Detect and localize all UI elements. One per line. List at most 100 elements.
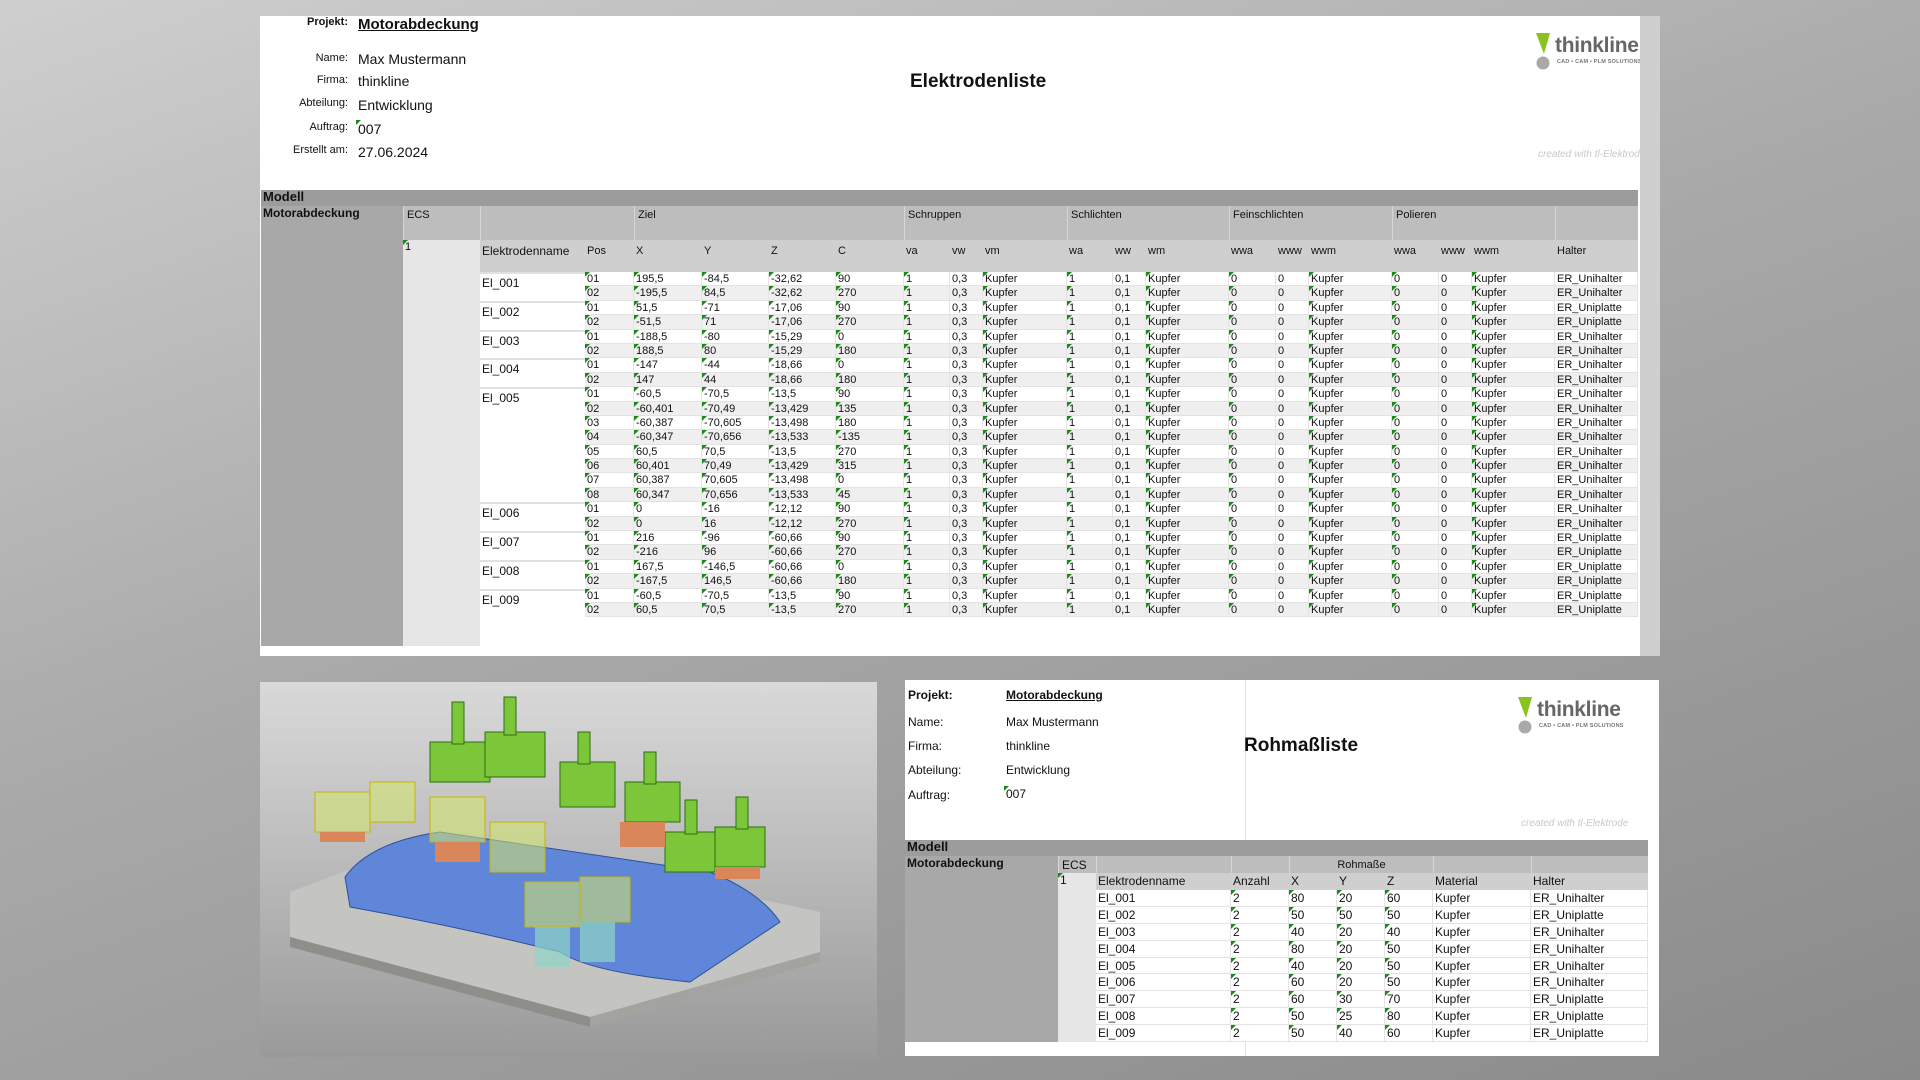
- table-cell[interactable]: Kupfer: [1309, 286, 1392, 301]
- table-cell[interactable]: Kupfer: [983, 559, 1067, 575]
- table-cell[interactable]: 0: [1439, 358, 1472, 373]
- table-cell[interactable]: 0: [1276, 372, 1309, 388]
- table-cell[interactable]: 0: [1439, 286, 1472, 301]
- table-cell[interactable]: ER_Unihalter: [1531, 940, 1648, 958]
- table-cell[interactable]: 0: [1439, 387, 1472, 402]
- table-cell[interactable]: 1: [1067, 343, 1113, 359]
- electrode-name[interactable]: El_004: [1096, 940, 1231, 958]
- table-cell[interactable]: Kupfer: [1309, 473, 1392, 488]
- table-cell[interactable]: ER_Unihalter: [1555, 473, 1638, 488]
- table-cell[interactable]: 0: [1229, 602, 1276, 618]
- table-cell[interactable]: Kupfer: [983, 459, 1067, 474]
- table-cell[interactable]: Kupfer: [1472, 343, 1555, 359]
- table-cell[interactable]: ER_Uniplatte: [1531, 906, 1648, 924]
- table-cell[interactable]: Kupfer: [1309, 459, 1392, 474]
- table-cell[interactable]: 84,5: [702, 286, 769, 301]
- table-cell[interactable]: 0: [1439, 444, 1472, 460]
- table-cell[interactable]: 0,3: [950, 487, 983, 503]
- table-cell[interactable]: Kupfer: [983, 401, 1067, 416]
- table-cell[interactable]: -18,66: [769, 372, 836, 388]
- table-cell[interactable]: ER_Uniplatte: [1555, 588, 1638, 603]
- table-cell[interactable]: 0,1: [1113, 574, 1146, 589]
- table-cell[interactable]: 1: [904, 602, 950, 618]
- table-cell[interactable]: -188,5: [634, 329, 702, 344]
- table-cell[interactable]: 0: [1276, 531, 1309, 546]
- table-cell[interactable]: 0: [1276, 358, 1309, 373]
- table-cell[interactable]: Kupfer: [1309, 516, 1392, 532]
- table-cell[interactable]: ER_Unihalter: [1555, 272, 1638, 287]
- table-cell[interactable]: 2: [1231, 906, 1289, 924]
- table-cell[interactable]: 0: [1392, 588, 1439, 603]
- table-cell[interactable]: 2: [1231, 923, 1289, 941]
- table-cell[interactable]: 50: [1385, 940, 1433, 958]
- table-cell[interactable]: Kupfer: [1472, 401, 1555, 416]
- table-cell[interactable]: 0: [1229, 401, 1276, 416]
- table-cell[interactable]: 1: [1067, 401, 1113, 416]
- table-cell[interactable]: 1: [1067, 387, 1113, 402]
- table-cell[interactable]: 0: [1276, 315, 1309, 330]
- table-cell[interactable]: 180: [836, 415, 904, 431]
- electrode-name[interactable]: El_009: [1096, 1025, 1231, 1043]
- table-cell[interactable]: -13,5: [769, 387, 836, 402]
- table-cell[interactable]: 0,1: [1113, 286, 1146, 301]
- table-cell[interactable]: Kupfer: [1472, 444, 1555, 460]
- table-cell[interactable]: Kupfer: [1433, 1025, 1531, 1043]
- table-cell[interactable]: 180: [836, 372, 904, 388]
- table-cell[interactable]: 1: [1067, 574, 1113, 589]
- table-cell[interactable]: Kupfer: [1472, 358, 1555, 373]
- table-cell[interactable]: -60,66: [769, 545, 836, 560]
- table-cell[interactable]: 0: [1276, 602, 1309, 618]
- table-cell[interactable]: Kupfer: [983, 387, 1067, 402]
- table-cell[interactable]: Kupfer: [1146, 372, 1229, 388]
- table-cell[interactable]: 0,1: [1113, 329, 1146, 344]
- table-cell[interactable]: 70: [1385, 991, 1433, 1009]
- table-cell[interactable]: Kupfer: [1433, 923, 1531, 941]
- table-cell[interactable]: 60,401: [634, 459, 702, 474]
- table-cell[interactable]: 60: [1385, 1025, 1433, 1043]
- table-cell[interactable]: 50: [1337, 906, 1385, 924]
- table-cell[interactable]: Kupfer: [1146, 329, 1229, 344]
- table-cell[interactable]: 1: [904, 516, 950, 532]
- table-cell[interactable]: 0,3: [950, 531, 983, 546]
- table-cell[interactable]: 1: [1067, 358, 1113, 373]
- table-cell[interactable]: 270: [836, 602, 904, 618]
- table-cell[interactable]: Kupfer: [1146, 487, 1229, 503]
- table-cell[interactable]: 315: [836, 459, 904, 474]
- table-cell[interactable]: 1: [904, 430, 950, 445]
- electrode-name[interactable]: El_008: [480, 559, 585, 589]
- table-cell[interactable]: 0: [1229, 358, 1276, 373]
- table-cell[interactable]: Kupfer: [983, 315, 1067, 330]
- table-cell[interactable]: 0,1: [1113, 372, 1146, 388]
- electrode-name[interactable]: El_004: [480, 358, 585, 388]
- table-cell[interactable]: 0,1: [1113, 473, 1146, 488]
- table-cell[interactable]: 1: [1067, 473, 1113, 488]
- table-cell[interactable]: -84,5: [702, 272, 769, 287]
- table-cell[interactable]: 70,5: [702, 444, 769, 460]
- table-cell[interactable]: 1: [1067, 286, 1113, 301]
- table-cell[interactable]: Kupfer: [1309, 531, 1392, 546]
- table-cell[interactable]: 0,3: [950, 602, 983, 618]
- table-cell[interactable]: Kupfer: [1309, 559, 1392, 575]
- table-cell[interactable]: 0,1: [1113, 545, 1146, 560]
- table-cell[interactable]: 0: [1439, 502, 1472, 517]
- table-cell[interactable]: Kupfer: [1309, 343, 1392, 359]
- table-cell[interactable]: 90: [836, 387, 904, 402]
- table-cell[interactable]: ER_Unihalter: [1531, 957, 1648, 975]
- table-cell[interactable]: 03: [585, 415, 634, 431]
- table-cell[interactable]: 0: [1392, 358, 1439, 373]
- table-cell[interactable]: 216: [634, 531, 702, 546]
- table-cell[interactable]: 02: [585, 574, 634, 589]
- table-cell[interactable]: -51,5: [634, 315, 702, 330]
- table-cell[interactable]: 0,1: [1113, 401, 1146, 416]
- table-cell[interactable]: Kupfer: [1472, 531, 1555, 546]
- table-cell[interactable]: 0: [1392, 487, 1439, 503]
- table-cell[interactable]: 51,5: [634, 300, 702, 316]
- table-cell[interactable]: Kupfer: [983, 444, 1067, 460]
- table-cell[interactable]: -80: [702, 329, 769, 344]
- table-cell[interactable]: -167,5: [634, 574, 702, 589]
- table-cell[interactable]: -70,5: [702, 387, 769, 402]
- table-cell[interactable]: 1: [904, 315, 950, 330]
- table-cell[interactable]: Kupfer: [1146, 502, 1229, 517]
- table-cell[interactable]: 1: [1067, 545, 1113, 560]
- table-cell[interactable]: 0: [1392, 531, 1439, 546]
